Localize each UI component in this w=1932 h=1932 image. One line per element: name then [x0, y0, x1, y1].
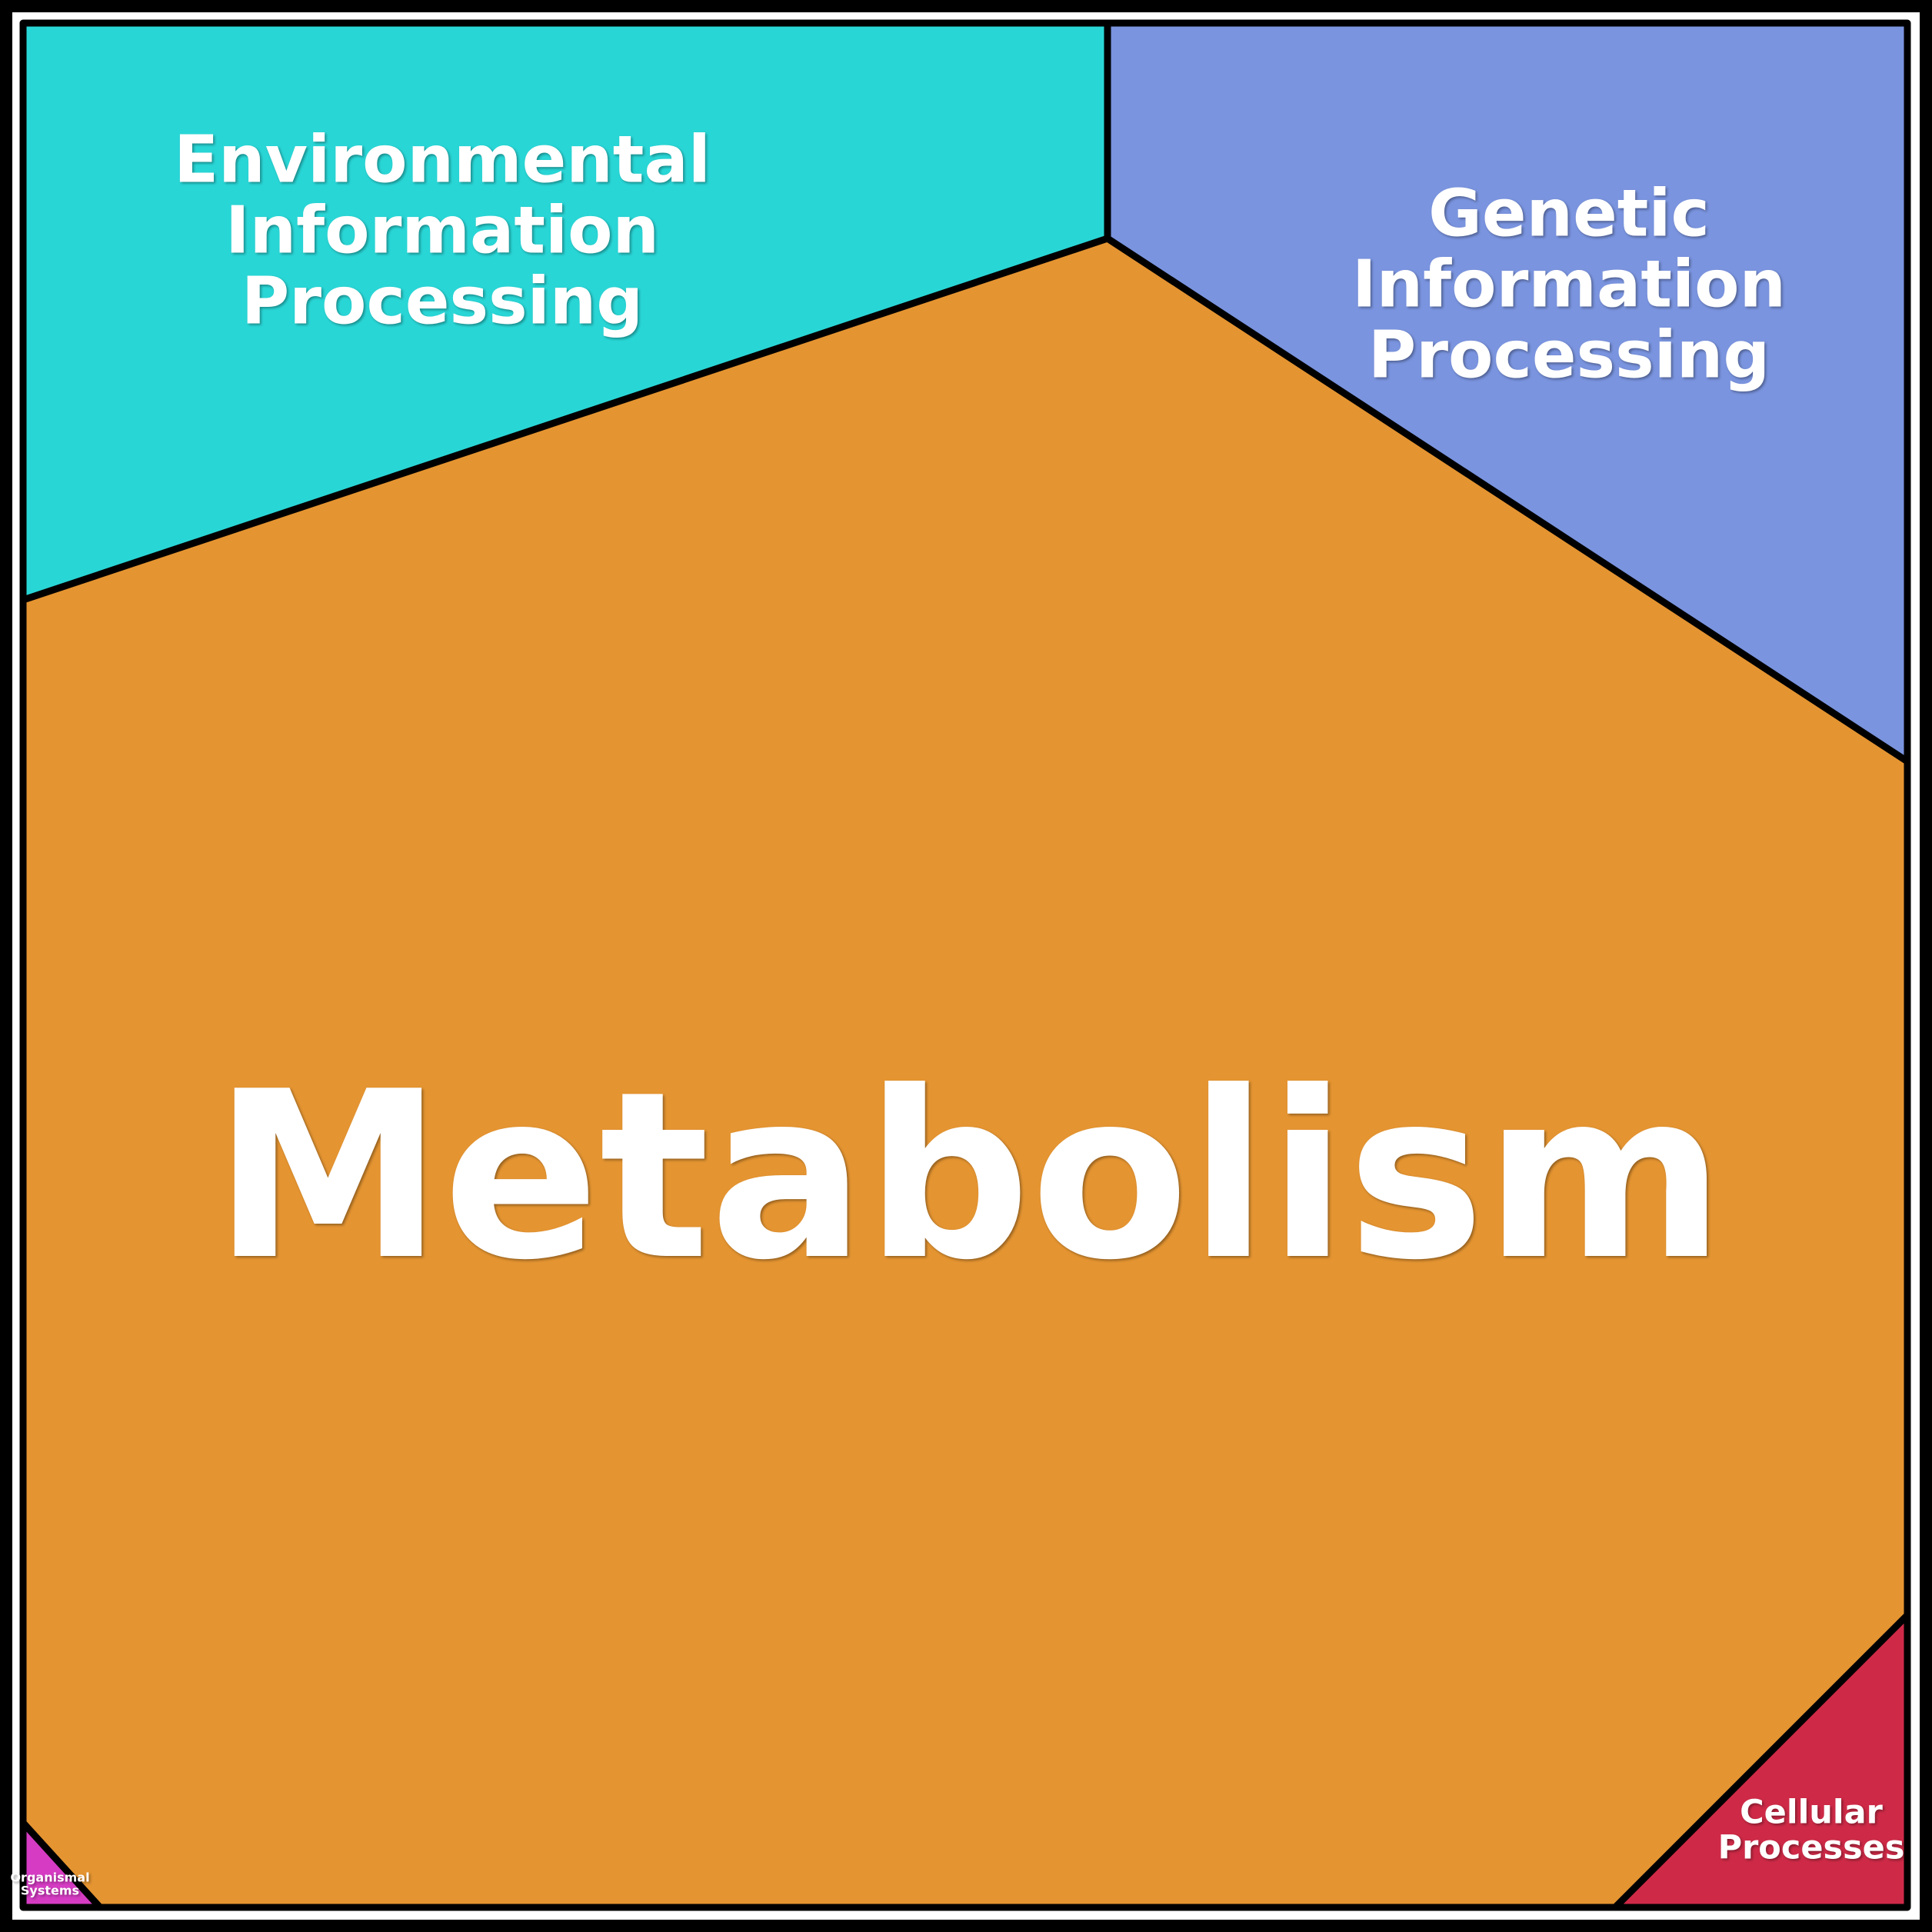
- voronoi-treemap: MetabolismEnvironmental Information Proc…: [0, 0, 1932, 1932]
- voronoi-svg: [0, 0, 1932, 1932]
